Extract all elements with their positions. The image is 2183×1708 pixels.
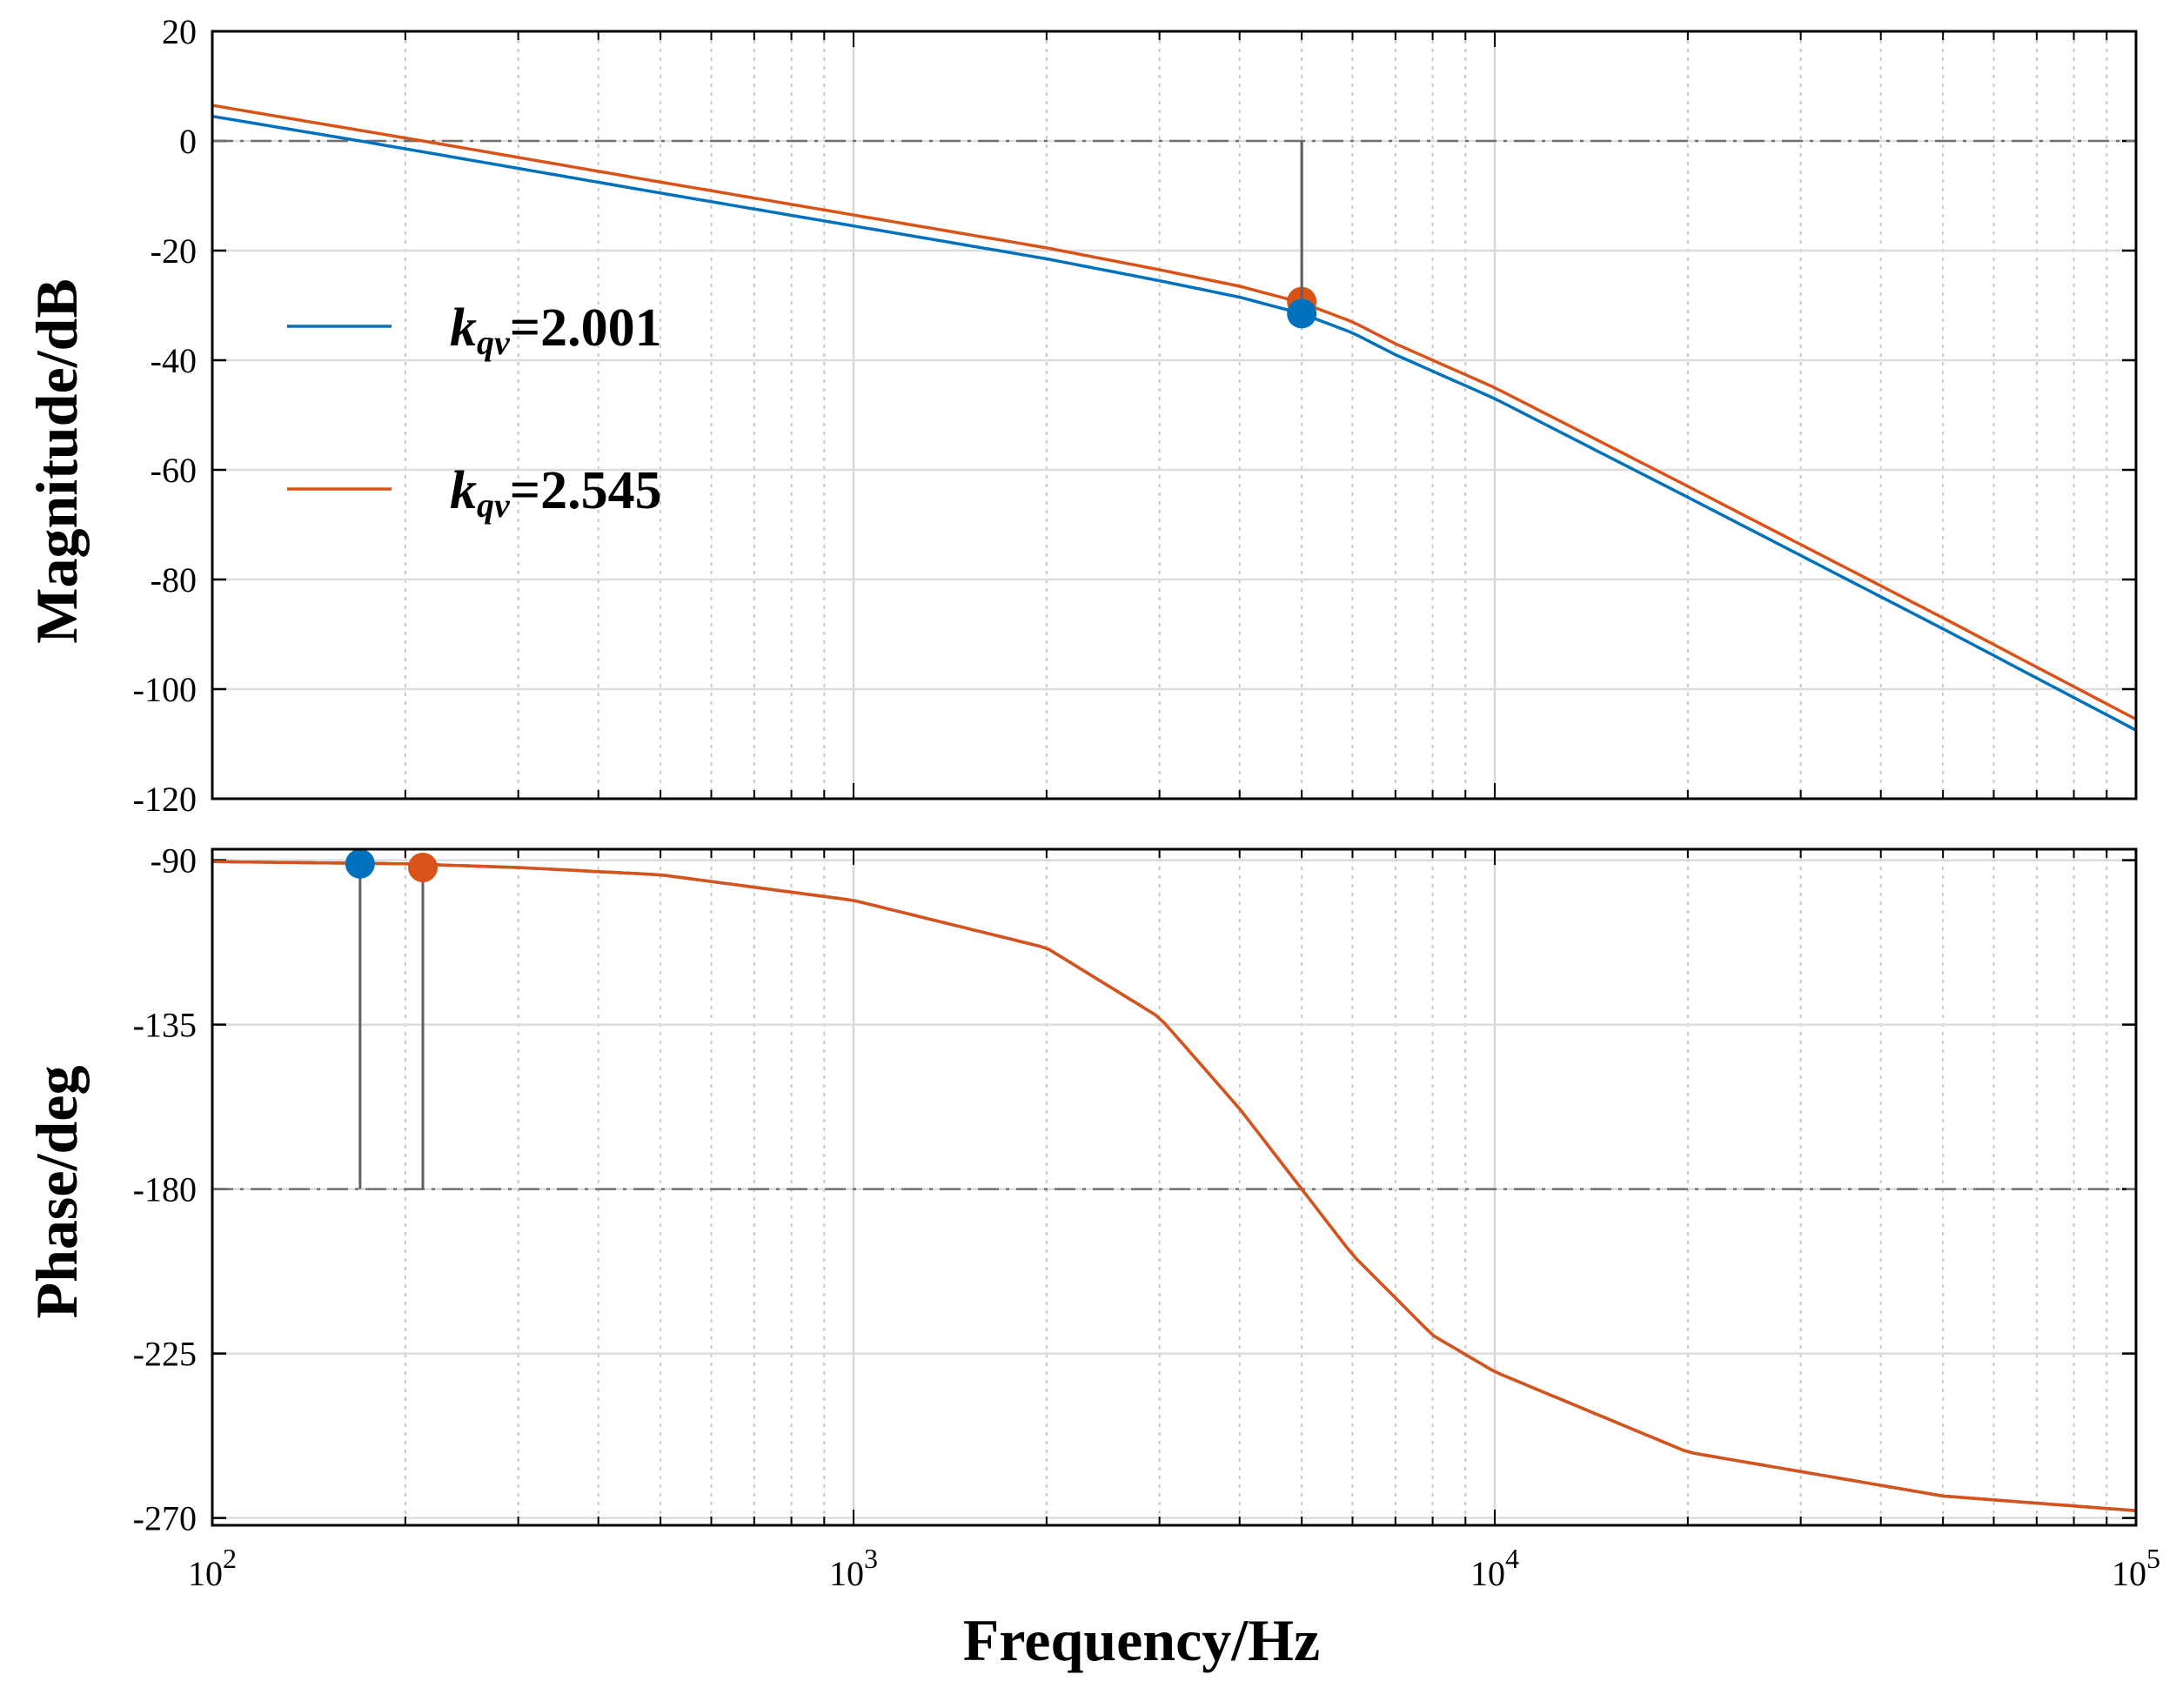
xtick-base: 10 bbox=[1470, 1554, 1505, 1593]
frequency-x-axis-label: Frequency/Hz bbox=[963, 1607, 1320, 1673]
xtick-base: 10 bbox=[829, 1554, 864, 1593]
axis-labels: Magnitude/dB Phase/deg Frequency/Hz bbox=[23, 278, 1320, 1673]
xtick-base: 10 bbox=[188, 1554, 223, 1593]
mag-ytick-label: -40 bbox=[151, 341, 197, 380]
xtick-base: 10 bbox=[2112, 1554, 2146, 1593]
mag-axes-frame bbox=[211, 30, 2138, 800]
legend-label-1: kqv=2.001 bbox=[450, 298, 662, 362]
legend-value: =2.545 bbox=[510, 461, 662, 520]
mag-ytick-label: -60 bbox=[151, 451, 197, 490]
magnitude-panel: 200-20-40-60-80-100-120kqv=2.001kqv=2.54… bbox=[133, 12, 2138, 819]
mag-ytick-label: 20 bbox=[162, 12, 197, 51]
xtick-exponent: 3 bbox=[864, 1543, 878, 1574]
legend-subscript: qv bbox=[477, 323, 511, 362]
xtick-label: 104 bbox=[1470, 1543, 1519, 1593]
legend-k: k bbox=[450, 298, 477, 358]
phase-axes-frame bbox=[211, 847, 2138, 1527]
mag-ytick-label: -20 bbox=[151, 231, 197, 271]
mag-marker-point bbox=[1287, 298, 1317, 329]
xtick-exponent: 4 bbox=[1505, 1543, 1519, 1574]
magnitude-y-axis-label: Magnitude/dB bbox=[23, 278, 90, 643]
legend-value: =2.001 bbox=[510, 298, 662, 358]
legend-label-2: kqv=2.545 bbox=[450, 461, 662, 525]
mag-ytick-label: -120 bbox=[133, 780, 197, 819]
xtick-label: 103 bbox=[829, 1543, 878, 1593]
phase-marker-point bbox=[345, 848, 375, 879]
phase-marker-point bbox=[408, 853, 439, 882]
xtick-label: 105 bbox=[2112, 1543, 2160, 1593]
mag-series-line-2 bbox=[211, 104, 2137, 721]
phase-ytick-label: -180 bbox=[133, 1170, 197, 1209]
mag-ytick-label: -80 bbox=[151, 560, 197, 599]
phase-ytick-label: -90 bbox=[151, 841, 197, 881]
phase-ytick-label: -225 bbox=[133, 1335, 197, 1374]
phase-ytick-label: -135 bbox=[133, 1006, 197, 1045]
phase-ytick-label: -270 bbox=[133, 1499, 197, 1538]
mag-ytick-label: -100 bbox=[133, 670, 197, 709]
mag-ytick-label: 0 bbox=[179, 122, 197, 161]
phase-series-line-2 bbox=[211, 860, 2137, 1512]
xtick-exponent: 5 bbox=[2146, 1543, 2160, 1574]
phase-y-axis-label: Phase/deg bbox=[23, 1066, 90, 1319]
xtick-label: 102 bbox=[188, 1543, 237, 1593]
legend-k: k bbox=[450, 461, 477, 520]
xtick-exponent: 2 bbox=[223, 1543, 237, 1574]
mag-series-line-1 bbox=[211, 114, 2137, 732]
legend-subscript: qv bbox=[477, 486, 511, 525]
